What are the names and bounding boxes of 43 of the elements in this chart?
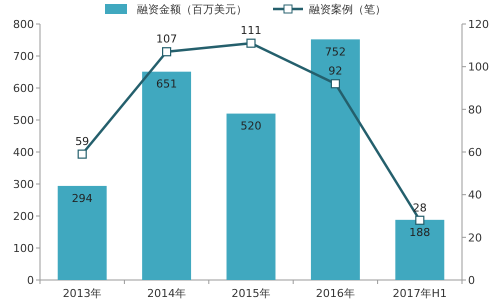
y-tick-label: 0 — [27, 274, 34, 287]
x-tick-label: 2014年 — [147, 287, 186, 300]
data-label: 752 — [324, 45, 346, 58]
data-label: 520 — [240, 120, 262, 133]
data-label: 59 — [75, 135, 90, 148]
data-label: 651 — [156, 78, 178, 91]
y-tick-label: 400 — [13, 146, 34, 159]
y2-tick-label: 80 — [468, 103, 482, 116]
data-label: 28 — [412, 201, 427, 214]
point — [78, 150, 87, 159]
bar — [395, 220, 444, 280]
y2-tick-label: 0 — [468, 274, 475, 287]
legend-label: 融资金额（百万美元） — [137, 3, 247, 16]
data-label: 92 — [328, 64, 342, 78]
x-tick-label: 2017年H1 — [392, 287, 447, 300]
x-tick-label: 2016年 — [316, 287, 355, 300]
legend-label: 融资案例（笔） — [309, 3, 386, 16]
point — [162, 47, 172, 56]
data-label: 107 — [156, 32, 178, 46]
bar — [58, 186, 107, 280]
y2-tick-label: 120 — [468, 18, 489, 31]
point — [330, 79, 340, 88]
bar — [226, 114, 276, 280]
bar — [310, 39, 360, 280]
y-tick-label: 200 — [13, 210, 34, 223]
point — [415, 216, 424, 225]
y2-tick-label: 20 — [468, 231, 482, 244]
data-label: 111 — [240, 24, 262, 38]
y2-tick-label: 60 — [468, 146, 482, 159]
x-tick-label: 2013年 — [62, 287, 102, 300]
y-tick-label: 100 — [13, 242, 34, 255]
y-tick-label: 600 — [13, 82, 34, 95]
bar — [142, 72, 192, 280]
y-tick-label: 800 — [13, 18, 34, 31]
data-label: 294 — [72, 192, 93, 205]
data-label: 188 — [409, 226, 430, 239]
y2-tick-label: 100 — [468, 60, 489, 74]
y2-tick-label: 40 — [468, 188, 482, 202]
x-tick-label: 2015年 — [232, 287, 270, 300]
point — [246, 38, 256, 48]
y-tick-label: 500 — [13, 114, 34, 127]
y-tick-label: 700 — [13, 50, 34, 63]
y-tick-label: 300 — [13, 178, 34, 191]
